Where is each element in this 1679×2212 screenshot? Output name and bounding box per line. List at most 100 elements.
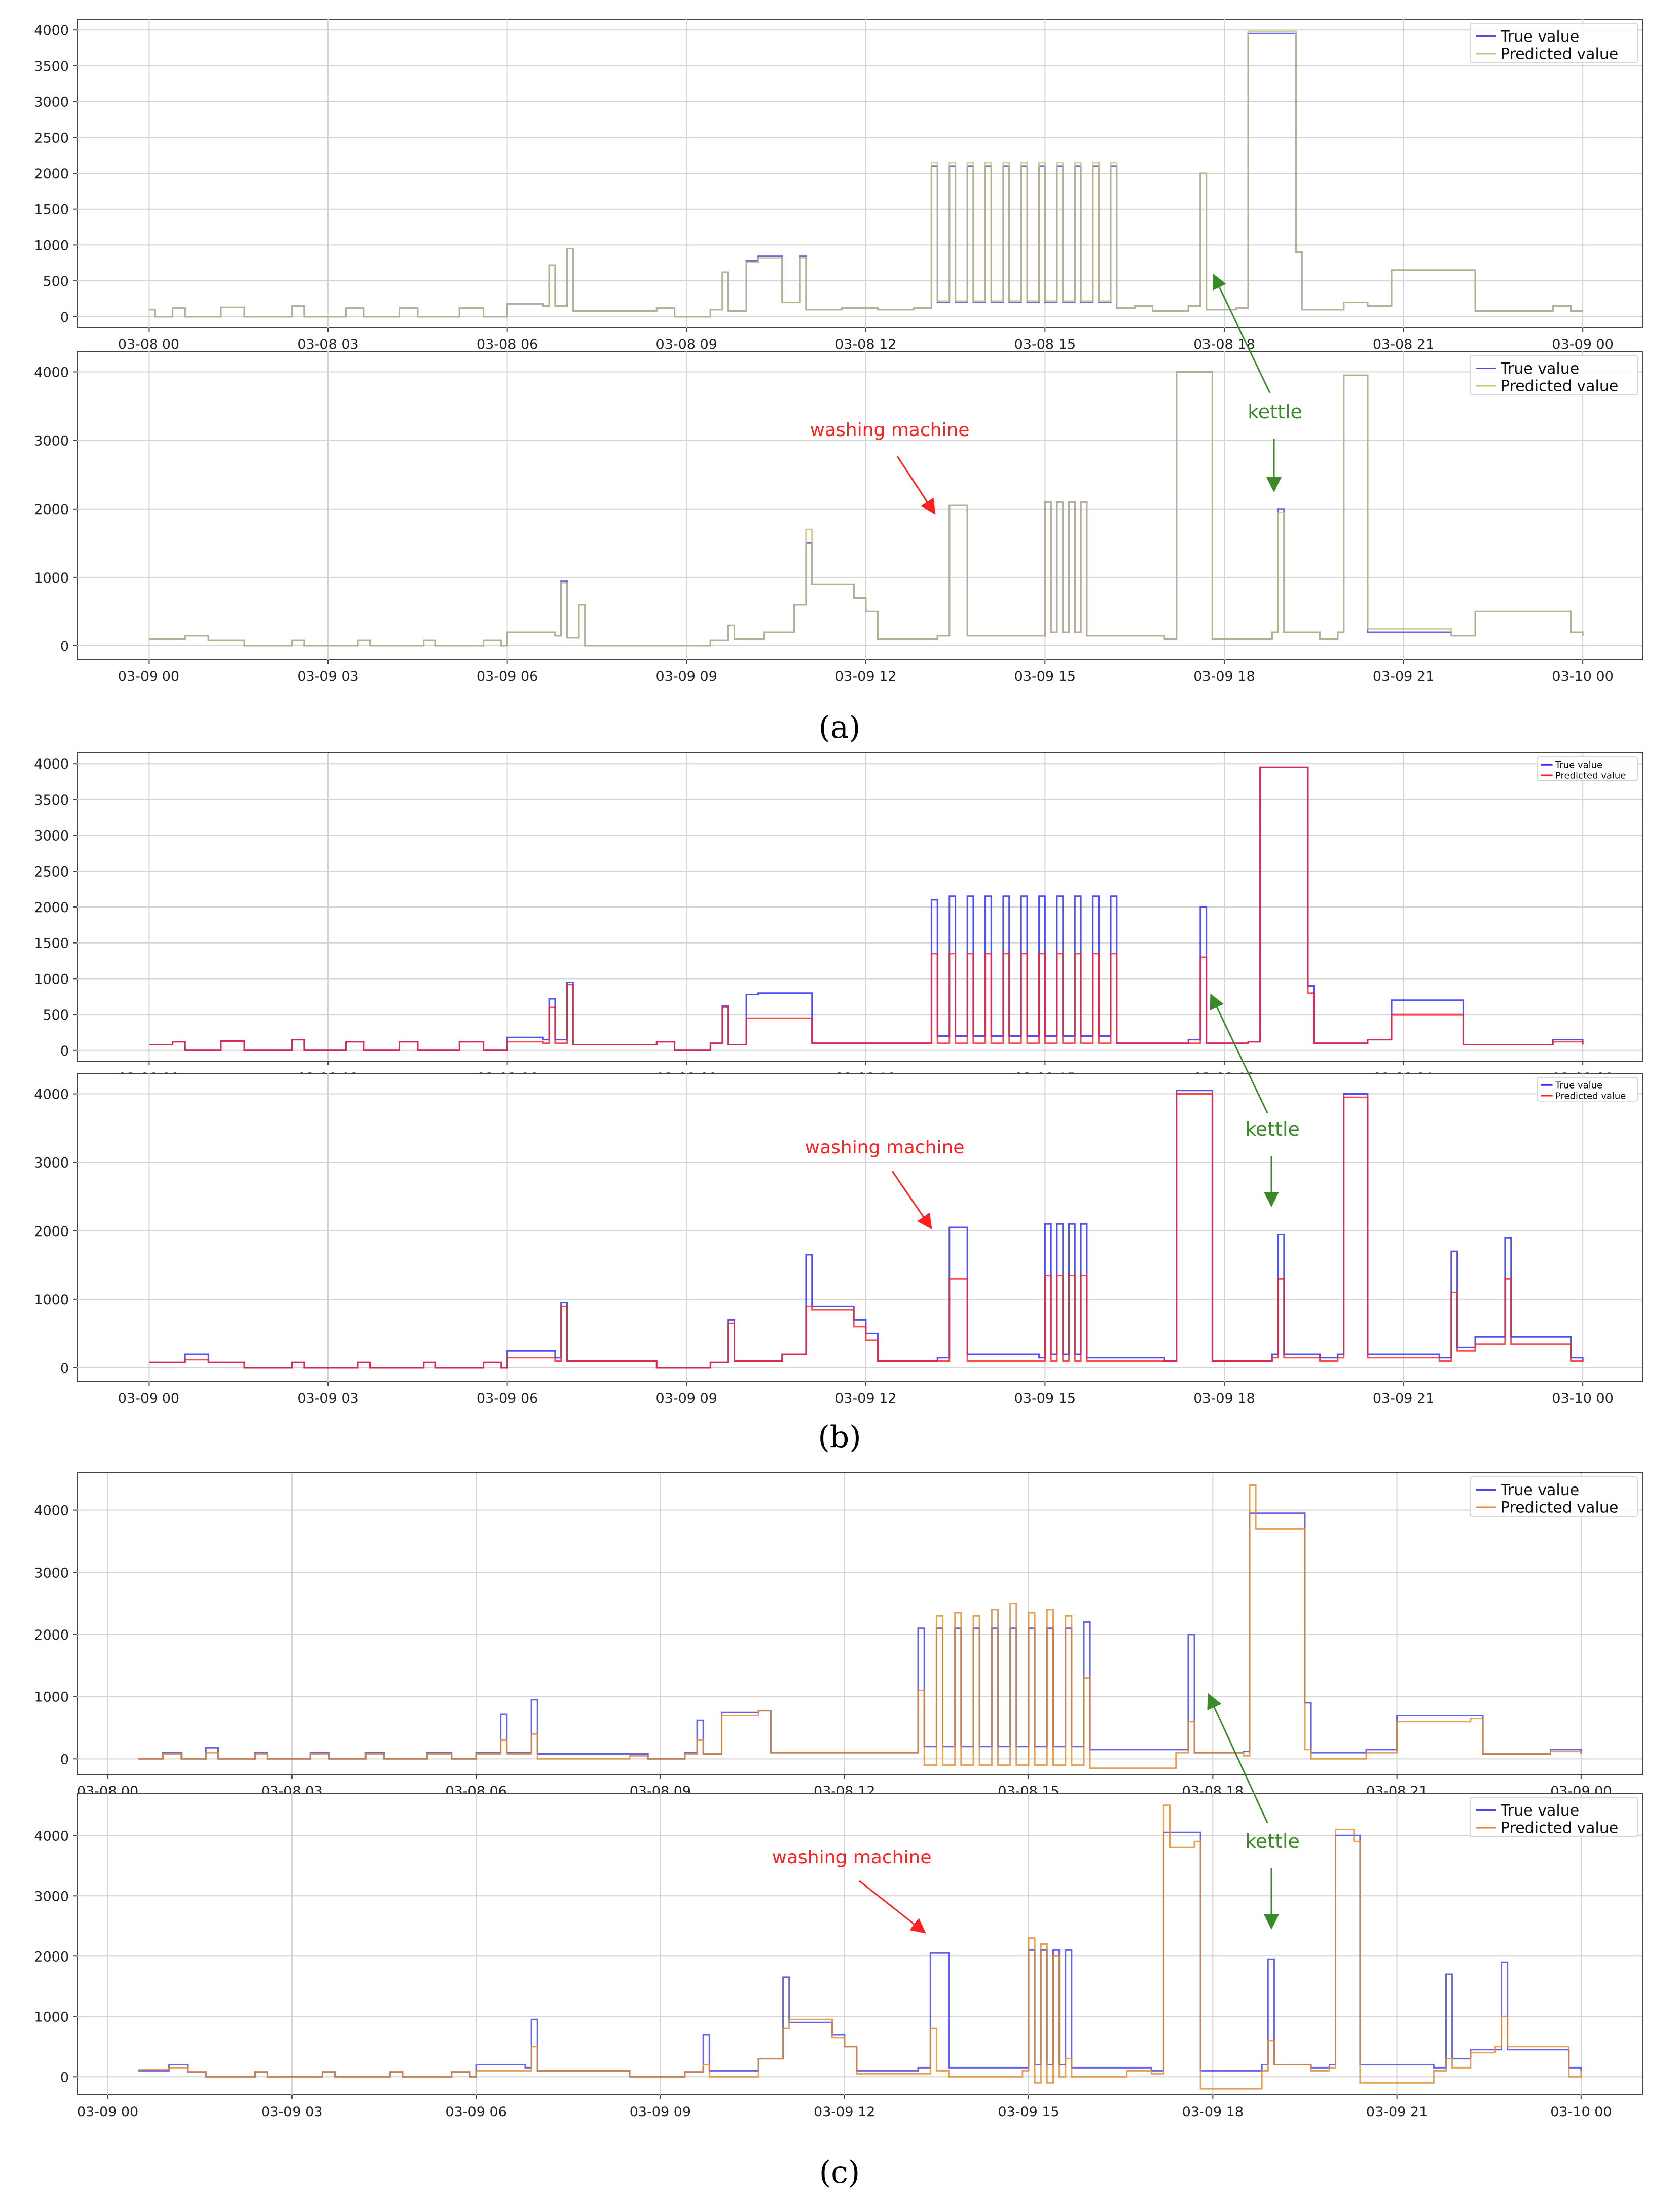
axes-frame (77, 1472, 1643, 1775)
y-tick-label: 2500 (34, 864, 69, 880)
legend-true-label: True value (1500, 1802, 1579, 1820)
annotations-panel-b: washing machine kettle (805, 993, 1300, 1229)
y-tick-label: 1000 (34, 2009, 69, 2025)
y-tick-label: 2000 (34, 166, 69, 182)
y-tick-label: 4000 (34, 756, 69, 772)
kettle-arrow-up (1210, 993, 1268, 1113)
predicted-value-series (138, 1484, 1582, 1769)
x-tick-label: 03-08 18 (1193, 337, 1255, 352)
x-tick-label: 03-09 12 (835, 1391, 896, 1406)
legend-box (1537, 756, 1638, 781)
subplot-c-bottom: 03-09 00 03-09 03 03-09 06 03-09 09 03-09 12… (34, 1793, 1643, 2120)
x-tick-label: 03-08 21 (1373, 337, 1434, 352)
predicted-value-series (149, 766, 1584, 1051)
y-tick-label: 3500 (34, 792, 69, 808)
washing-machine-label: washing machine (810, 420, 970, 441)
y-tick-label: 4000 (34, 1087, 69, 1103)
x-tick-label: 03-08 09 (655, 337, 717, 352)
x-tick-label: 03-09 03 (297, 669, 358, 684)
x-tick-label: 03-09 09 (630, 2104, 691, 2120)
y-tick-label: 2000 (34, 502, 69, 518)
y-tick-label: 3000 (34, 828, 69, 844)
predicted-value-series (138, 1804, 1582, 2090)
kettle-label: kettle (1248, 401, 1302, 423)
y-tick-label: 0 (60, 639, 69, 655)
x-tick-label: 03-09 06 (477, 669, 538, 684)
annotations-layer: washing machine kettle washing machine kett… (772, 273, 1302, 1934)
predicted-value-series (149, 30, 1583, 318)
legend-true-label: True value (1555, 760, 1602, 771)
subplot-b-bottom: 03-09 00 03-09 03 03-09 06 03-09 09 03-09 12… (34, 1073, 1643, 1406)
kettle-label: kettle (1245, 1830, 1300, 1853)
x-tick-label: 03-10 00 (1550, 2104, 1612, 2120)
annotations-panel-a: washing machine kettle (810, 273, 1302, 515)
annotations-panel-c: washing machine kettle (772, 1693, 1300, 1934)
legend-pred-label: Predicted value (1501, 1499, 1618, 1517)
panel-caption-b: (b) (818, 1420, 861, 1455)
kettle-arrow-up (1212, 273, 1271, 393)
y-tick-label: 0 (60, 1043, 69, 1059)
legend-pred-label: Predicted value (1501, 378, 1618, 395)
washing-machine-arrow (896, 456, 936, 515)
legend-true-label: True value (1500, 1481, 1579, 1499)
y-tick-label: 3000 (34, 1155, 69, 1171)
y-tick-label: 4000 (34, 1503, 69, 1519)
y-tick-label: 1500 (34, 202, 69, 218)
y-tick-label: 0 (60, 1752, 69, 1767)
y-tick-label: 2500 (34, 130, 69, 146)
y-tick-label: 2000 (34, 900, 69, 916)
subplot-c-top: 03-08 00 03-08 03 03-08 06 03-08 09 03-08 12… (34, 1472, 1643, 1799)
y-tick-label: 4000 (34, 1828, 69, 1844)
y-tick-label: 1000 (34, 570, 69, 586)
legend-box (1470, 23, 1638, 63)
kettle-arrow-up (1207, 1693, 1268, 1823)
x-tick-label: 03-10 00 (1552, 1391, 1613, 1406)
y-tick-label: 1500 (34, 936, 69, 952)
legend-true-label: True value (1500, 28, 1579, 46)
x-tick-label: 03-09 00 (118, 669, 179, 684)
kettle-label: kettle (1245, 1118, 1300, 1140)
x-tick-label: 03-09 03 (261, 2104, 322, 2120)
x-tick-label: 03-09 06 (477, 1391, 538, 1406)
y-tick-label: 2000 (34, 1627, 69, 1643)
axes-frame (77, 351, 1643, 660)
legend-box (1537, 1077, 1638, 1102)
x-tick-label: 03-09 09 (655, 1391, 717, 1406)
y-tick-label: 1000 (34, 238, 69, 253)
x-tick-label: 03-09 21 (1366, 2104, 1428, 2120)
legend-box (1470, 355, 1638, 395)
predicted-value-series (149, 371, 1584, 647)
x-tick-label: 03-08 03 (297, 337, 358, 352)
panel-caption-a: (a) (819, 710, 861, 745)
x-tick-label: 03-09 12 (835, 669, 896, 684)
captions-layer: (a) (b) (c) (818, 710, 861, 2190)
y-tick-label: 500 (43, 274, 69, 289)
x-tick-label: 03-09 15 (1014, 1391, 1076, 1406)
x-tick-label: 03-09 03 (297, 1391, 358, 1406)
washing-machine-label: washing machine (805, 1137, 965, 1158)
y-tick-label: 3500 (34, 59, 69, 75)
x-tick-label: 03-10 00 (1552, 669, 1613, 684)
y-tick-label: 3000 (34, 95, 69, 111)
y-tick-label: 0 (60, 310, 69, 325)
y-tick-label: 3000 (34, 1565, 69, 1581)
y-tick-label: 0 (60, 2070, 69, 2085)
y-tick-label: 2000 (34, 1949, 69, 1965)
plots-layer: 03-08 00 03-08 03 03-08 06 03-08 09 03-08 12… (34, 19, 1643, 2120)
x-tick-label: 03-08 15 (1014, 337, 1076, 352)
axes-frame (77, 1793, 1643, 2095)
x-tick-label: 03-09 06 (445, 2104, 506, 2120)
legend-pred-label: Predicted value (1501, 1820, 1618, 1837)
y-tick-label: 1000 (34, 1292, 69, 1308)
x-tick-label: 03-09 18 (1193, 669, 1255, 684)
washing-machine-label: washing machine (772, 1847, 932, 1868)
x-tick-label: 03-09 18 (1182, 2104, 1244, 2120)
y-tick-label: 2000 (34, 1224, 69, 1240)
